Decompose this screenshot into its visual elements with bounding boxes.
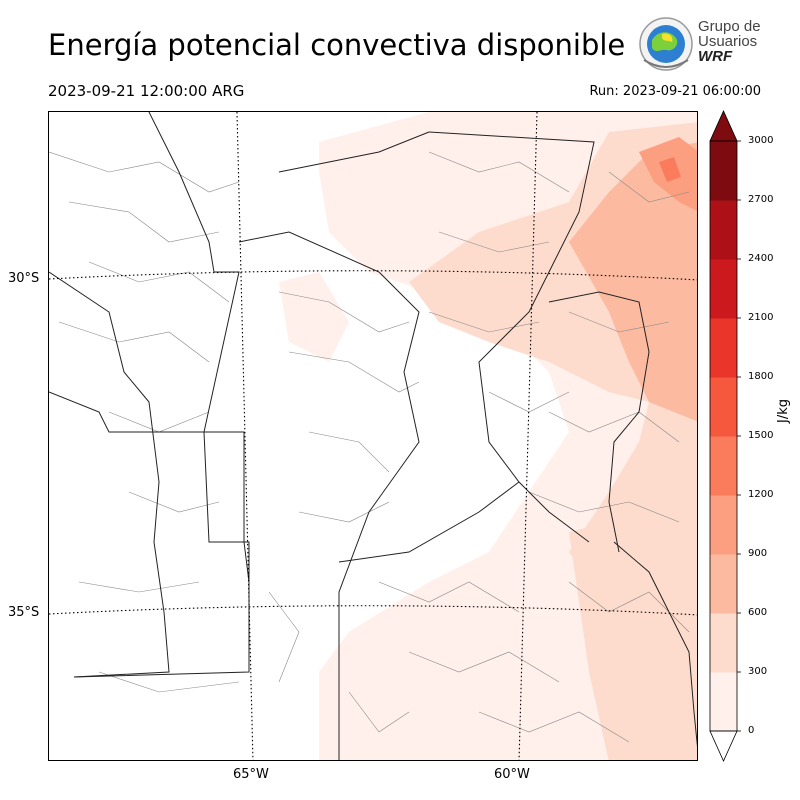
valid-time: 2023-09-21 12:00:00 ARG (48, 82, 245, 100)
run-time: Run: 2023-09-21 06:00:00 (589, 84, 761, 99)
colorbar-tick-label: 0 (748, 725, 755, 736)
colorbar-extend-min (709, 730, 738, 762)
border-andes (49, 271, 170, 678)
logo-line-1: Grupo de (698, 18, 761, 35)
cape-band-0-300-west (279, 272, 349, 362)
page-title: Energía potencial convectiva disponible (48, 28, 626, 62)
colorbar (709, 110, 741, 762)
meridian-60w (518, 112, 538, 760)
colorbar-tick-label: 1200 (748, 489, 774, 500)
logo-line-2: Usuarios (698, 33, 758, 50)
graticule (49, 112, 697, 760)
meridian-65w (236, 112, 254, 760)
cape-shading (279, 112, 697, 760)
border-santafe (428, 131, 595, 543)
colorbar-tick-label: 2700 (748, 194, 774, 205)
logo-text: Grupo de Usuarios WRF (698, 19, 761, 64)
colorbar-tick-label: 2100 (748, 312, 774, 323)
department-borders (49, 151, 690, 743)
parallel-30s (49, 270, 697, 281)
colorbar-tick-label: 1800 (748, 371, 774, 382)
colorbar-segment (710, 200, 737, 260)
cape-band-1200-1500 (659, 157, 681, 182)
colorbar-tick-label: 900 (748, 548, 768, 559)
border-entrerios (548, 291, 650, 553)
colorbar-segment (710, 672, 737, 732)
lon-label-65w: 65°W (233, 767, 269, 782)
colorbar-segment (710, 495, 737, 555)
province-borders (49, 112, 697, 760)
logo: Grupo de Usuarios WRF (638, 16, 768, 76)
colorbar-extend-max (709, 110, 738, 142)
logo-globe-icon (639, 17, 693, 71)
colorbar-tick-label: 3000 (748, 135, 774, 146)
colorbar-segment (710, 554, 737, 614)
border-north-west (148, 112, 215, 273)
colorbar-unit: J/kg (776, 399, 791, 423)
map-canvas (49, 112, 697, 760)
colorbar-tick-label: 2400 (748, 253, 774, 264)
map-panel (48, 111, 698, 761)
lat-label-35s: 35°S (8, 605, 40, 620)
lat-label-30s: 30°S (8, 271, 40, 286)
border-cordoba-north (278, 131, 430, 173)
colorbar-segment (710, 377, 737, 437)
border-sanluis (73, 271, 250, 678)
cape-band-300-600-south (569, 512, 697, 760)
logo-line-3: WRF (698, 48, 733, 65)
colorbar-tick-label: 300 (748, 666, 768, 677)
colorbar-segment (710, 613, 737, 673)
colorbar-segment (710, 141, 737, 201)
lon-label-60w: 60°W (494, 767, 530, 782)
cape-band-600-900 (569, 142, 697, 422)
border-coast (613, 541, 697, 748)
colorbar-tick-label: 600 (748, 607, 768, 618)
parallel-35s (49, 605, 697, 616)
colorbar-segment (710, 259, 737, 319)
border-west-1 (49, 391, 250, 583)
colorbar-tick-label: 1500 (748, 430, 774, 441)
border-cordoba (238, 231, 420, 760)
colorbar-segment (710, 318, 737, 378)
colorbar-segment (710, 436, 737, 496)
border-buenos-aires (338, 481, 520, 563)
